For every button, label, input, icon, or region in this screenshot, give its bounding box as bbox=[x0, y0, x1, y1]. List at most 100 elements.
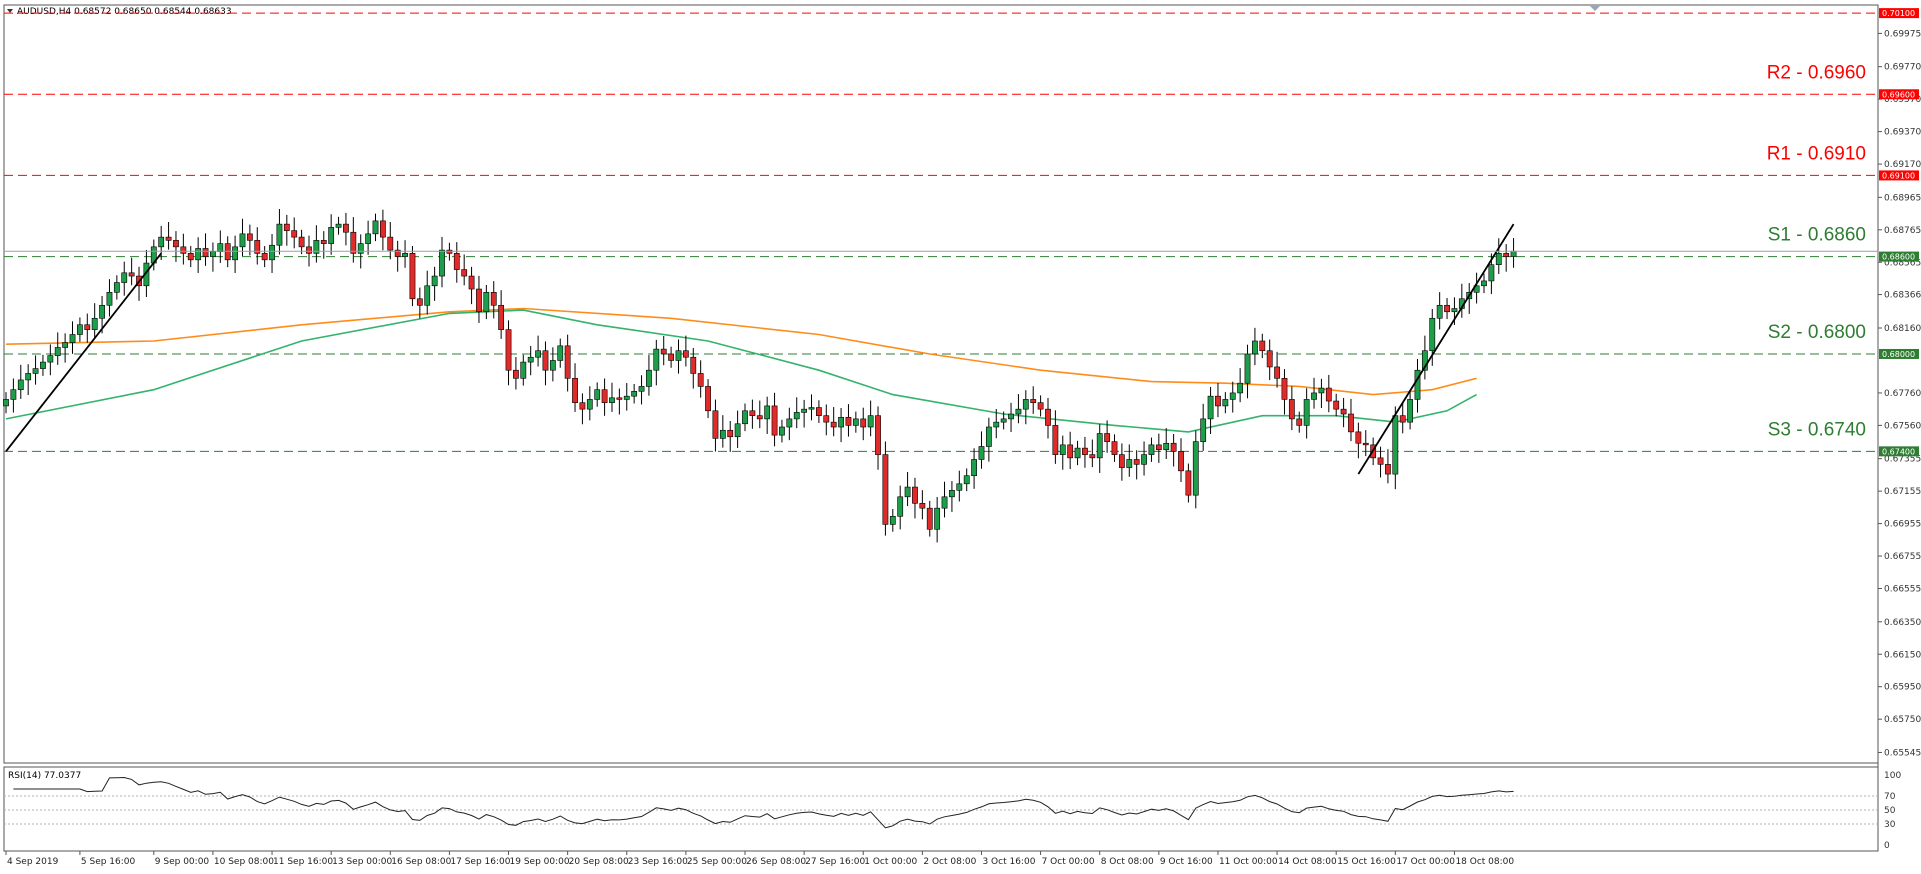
rsi-tick-label: 50 bbox=[1884, 806, 1896, 816]
candle-body bbox=[298, 236, 305, 248]
candle-body bbox=[1000, 418, 1007, 423]
candle-body bbox=[697, 373, 704, 387]
candle-body bbox=[1207, 395, 1214, 420]
candle-body bbox=[1155, 444, 1162, 451]
y-tick-label: 0.68565 bbox=[1884, 258, 1921, 268]
candle-body bbox=[949, 490, 955, 498]
level-label: S1 - 0.6860 bbox=[1768, 225, 1866, 246]
rsi-series: 100 70 50 30 0 bbox=[4, 771, 1901, 851]
candle-body bbox=[54, 347, 61, 356]
x-tick-label: 7 Oct 00:00 bbox=[1042, 857, 1095, 867]
candle-body bbox=[734, 423, 741, 438]
candle-body bbox=[10, 389, 17, 400]
candle-body bbox=[638, 386, 645, 392]
candle-body bbox=[1355, 431, 1362, 444]
candle-body bbox=[705, 386, 711, 412]
candle-body bbox=[1510, 250, 1517, 257]
candle-body bbox=[897, 496, 904, 517]
x-tick-label: 9 Oct 16:00 bbox=[1160, 857, 1213, 867]
candle-body bbox=[793, 412, 800, 420]
y-tick-label: 0.69370 bbox=[1884, 128, 1921, 138]
candle-body bbox=[1318, 387, 1325, 394]
candle-body bbox=[217, 243, 224, 253]
candle-body bbox=[453, 253, 460, 270]
candle-body bbox=[431, 275, 438, 287]
candle-body bbox=[956, 483, 963, 491]
candle-body bbox=[535, 350, 541, 358]
candle-body bbox=[727, 429, 734, 438]
collapse-triangle-icon[interactable] bbox=[7, 9, 13, 13]
candle-body bbox=[1252, 340, 1258, 355]
level-price-tag-text: 0.68600 bbox=[1882, 253, 1915, 262]
candle-body bbox=[1015, 408, 1022, 415]
candle-body bbox=[978, 446, 985, 460]
candle-body bbox=[1451, 308, 1458, 313]
candle-body bbox=[1274, 366, 1280, 379]
x-tick-label: 1 Oct 00:00 bbox=[864, 857, 917, 867]
candle-body bbox=[394, 249, 401, 257]
candle-body bbox=[254, 240, 261, 254]
candle-body bbox=[402, 253, 408, 257]
candle-body bbox=[357, 243, 364, 254]
y-tick-label: 0.65750 bbox=[1884, 715, 1921, 725]
y-axis-ticks: 0.69975 0.69770 0.69570 0.69370 0.69170 0.689… bbox=[1878, 29, 1921, 758]
x-tick-label: 25 Sep 00:00 bbox=[687, 857, 747, 867]
candle-body bbox=[476, 288, 482, 313]
trendlines bbox=[5, 223, 1515, 475]
x-tick-label: 8 Oct 08:00 bbox=[1101, 857, 1154, 867]
candle-body bbox=[128, 272, 135, 277]
candle-body bbox=[919, 502, 926, 509]
candle-body bbox=[468, 275, 475, 290]
candle-body bbox=[1141, 454, 1147, 465]
candle-body bbox=[579, 402, 586, 410]
candle-body bbox=[1215, 395, 1221, 407]
candle-body bbox=[549, 360, 556, 371]
candle-body bbox=[483, 291, 490, 313]
candle-body bbox=[77, 324, 83, 335]
candle-body bbox=[1163, 442, 1170, 451]
candle-body bbox=[165, 236, 172, 241]
y-tick-label: 0.67560 bbox=[1884, 421, 1921, 431]
level-price-tag-text: 0.70100 bbox=[1882, 9, 1915, 18]
candle-body bbox=[801, 408, 808, 413]
x-tick-label: 10 Sep 08:00 bbox=[214, 857, 274, 867]
candle-body bbox=[1133, 459, 1140, 465]
y-tick-label: 0.65545 bbox=[1884, 748, 1921, 758]
level-price-tag bbox=[1879, 8, 1919, 19]
candle-body bbox=[601, 389, 608, 403]
candle-body bbox=[40, 361, 46, 369]
candle-body bbox=[1067, 444, 1074, 459]
y-tick-label: 0.68366 bbox=[1884, 291, 1921, 301]
candle-body bbox=[926, 507, 933, 530]
candle-body bbox=[749, 410, 756, 416]
level-price-tag bbox=[1879, 251, 1919, 262]
scroll-marker-icon bbox=[1590, 6, 1600, 11]
candle-body bbox=[239, 233, 246, 248]
candle-body bbox=[1362, 442, 1369, 446]
candle-body bbox=[934, 507, 941, 530]
candle-body bbox=[461, 269, 468, 277]
y-tick-label: 0.68765 bbox=[1884, 226, 1921, 236]
candle-body bbox=[1348, 413, 1354, 433]
candle-body bbox=[1503, 253, 1510, 257]
candle-body bbox=[941, 496, 948, 509]
candle-body bbox=[1392, 415, 1399, 475]
x-axis-ticks: 4 Sep 2019 5 Sep 16:00 9 Sep 00:00 10 Sep 0… bbox=[5, 851, 1514, 867]
candle-body bbox=[889, 515, 896, 525]
candle-body bbox=[682, 350, 689, 358]
candle-body bbox=[276, 223, 283, 246]
candle-body bbox=[1022, 399, 1029, 410]
candle-body bbox=[505, 329, 512, 371]
candle-body bbox=[631, 391, 638, 397]
candle-body bbox=[1229, 392, 1236, 400]
candle-body bbox=[912, 486, 918, 504]
candle-body bbox=[520, 361, 527, 379]
candle-body bbox=[1244, 353, 1251, 384]
y-tick-label: 0.66955 bbox=[1884, 520, 1921, 530]
candle-body bbox=[1104, 433, 1111, 442]
x-tick-label: 17 Oct 00:00 bbox=[1396, 857, 1455, 867]
candle-body bbox=[860, 418, 867, 428]
x-tick-label: 16 Sep 08:00 bbox=[391, 857, 451, 867]
level-label: S2 - 0.6800 bbox=[1768, 322, 1866, 343]
